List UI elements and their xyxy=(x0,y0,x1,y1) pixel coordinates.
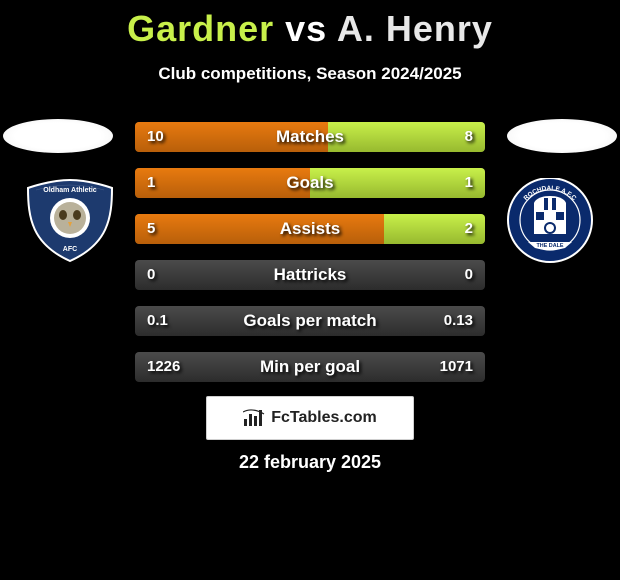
stat-row: 12261071Min per goal xyxy=(135,352,485,382)
svg-text:Oldham Athletic: Oldham Athletic xyxy=(43,187,97,194)
stat-label: Min per goal xyxy=(135,352,485,382)
source-badge: FcTables.com xyxy=(206,396,414,440)
stat-label: Goals per match xyxy=(135,306,485,336)
bar-chart-icon xyxy=(243,409,265,427)
stat-row: 52Assists xyxy=(135,214,485,244)
svg-text:THE DALE: THE DALE xyxy=(537,243,564,249)
svg-text:AFC: AFC xyxy=(63,246,77,253)
player-a-photo xyxy=(3,119,113,153)
stat-row: 11Goals xyxy=(135,168,485,198)
subtitle: Club competitions, Season 2024/2025 xyxy=(0,64,620,84)
title-player-a: Gardner xyxy=(127,8,274,49)
stat-label: Goals xyxy=(135,168,485,198)
title-player-b: A. Henry xyxy=(337,8,493,49)
player-b-photo xyxy=(507,119,617,153)
date-text: 22 february 2025 xyxy=(0,452,620,473)
badge-text: FcTables.com xyxy=(271,409,377,427)
page-title: Gardner vs A. Henry xyxy=(0,0,620,50)
stat-row: 00Hattricks xyxy=(135,260,485,290)
title-vs: vs xyxy=(285,8,327,49)
stat-label: Matches xyxy=(135,122,485,152)
club-crest-right: THE DALE ROCHDALE A.F.C xyxy=(500,178,600,263)
stat-row: 108Matches xyxy=(135,122,485,152)
comparison-bars: 108Matches 11Goals 52Assists 00Hattricks 0.1… xyxy=(135,122,485,398)
stat-row: 0.10.13Goals per match xyxy=(135,306,485,336)
stat-label: Assists xyxy=(135,214,485,244)
stat-label: Hattricks xyxy=(135,260,485,290)
club-crest-left: Oldham Athletic AFC xyxy=(20,178,120,263)
